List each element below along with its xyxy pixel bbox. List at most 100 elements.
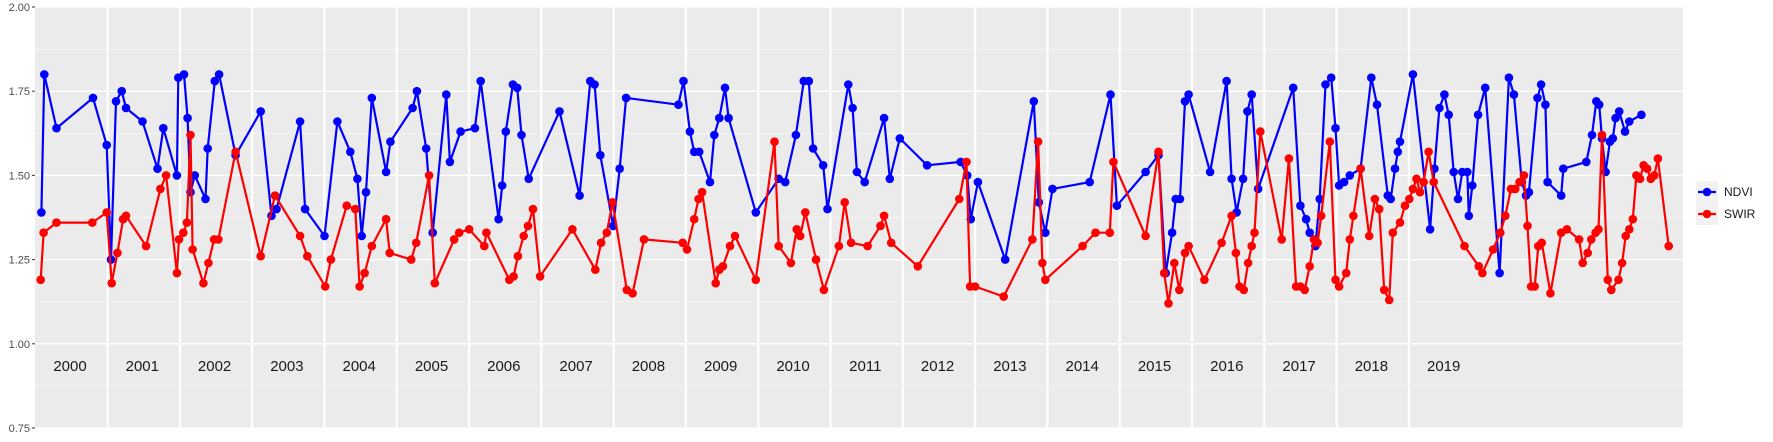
swir-point <box>182 218 192 227</box>
ndvi-point <box>1106 90 1115 99</box>
ndvi-point <box>1468 181 1477 190</box>
ndvi-point <box>412 86 422 96</box>
year-label: 2010 <box>776 358 809 375</box>
year-label: 2012 <box>921 358 954 375</box>
ndvi-point <box>804 76 814 86</box>
swir-point <box>819 285 829 295</box>
swir-point <box>342 201 352 210</box>
ndvi-point <box>1395 137 1405 146</box>
ndvi-point <box>1582 157 1591 167</box>
ndvi-point <box>442 90 451 99</box>
ndvi-point <box>1222 76 1231 86</box>
swir-point <box>385 248 395 258</box>
ndvi-point <box>179 70 189 79</box>
ndvi-point <box>1463 167 1472 177</box>
swir-point <box>482 228 491 237</box>
ndvi-point <box>1180 97 1190 106</box>
ndvi-point <box>885 174 895 184</box>
ndvi-point <box>37 208 46 217</box>
ndvi-point <box>1594 100 1604 109</box>
swir-point <box>1247 241 1256 251</box>
swir-point <box>1305 262 1314 271</box>
swir-point <box>1511 184 1520 194</box>
ndvi-point <box>818 161 828 170</box>
swir-point <box>1033 137 1043 146</box>
ndvi-point <box>1504 73 1514 82</box>
ndvi-point <box>1435 103 1444 113</box>
swir-point <box>141 241 151 251</box>
ndvi-point <box>879 113 889 123</box>
swir-point <box>1405 194 1414 204</box>
swir-point <box>846 238 856 248</box>
ndvi-point <box>421 144 431 153</box>
ndvi-point <box>381 167 391 177</box>
year-label: 2004 <box>343 358 376 375</box>
ndvi-point <box>1524 187 1534 197</box>
year-label: 2018 <box>1355 358 1388 375</box>
swir-point <box>730 231 740 241</box>
ndvi-point <box>1611 113 1620 123</box>
ndvi-point <box>710 130 719 140</box>
ndvi-point <box>1408 70 1418 79</box>
y-tick-label: 1.00 <box>9 339 30 351</box>
ndvi-point <box>852 167 862 177</box>
swir-point <box>1379 285 1389 295</box>
ndvi-point <box>1495 268 1504 278</box>
swir-point <box>1239 285 1249 295</box>
ndvi-point <box>1393 147 1403 157</box>
swir-point <box>697 187 707 197</box>
ndvi-point <box>715 113 724 123</box>
ndvi-point <box>791 130 801 140</box>
swir-point <box>326 255 336 264</box>
ndvi-point <box>1112 201 1122 210</box>
ndvi-point <box>1029 97 1039 106</box>
year-label: 2017 <box>1282 358 1315 375</box>
year-label: 2000 <box>53 358 86 375</box>
ndvi-point <box>1541 100 1550 109</box>
swir-point <box>186 130 195 140</box>
swir-point <box>1184 241 1193 251</box>
ndvi-point <box>320 231 329 241</box>
ndvi-point <box>497 181 507 190</box>
ndvi-point <box>201 194 210 204</box>
ndvi-point <box>153 164 162 173</box>
swir-point <box>999 292 1008 301</box>
ndvi-point <box>470 123 480 133</box>
swir-point <box>801 208 810 217</box>
y-tick-label: 1.75 <box>9 86 30 98</box>
y-tick-label: 0.75 <box>9 423 30 435</box>
swir-point <box>1231 248 1241 258</box>
swir-point <box>107 278 116 288</box>
swir-point <box>1424 147 1433 157</box>
ndvi-point <box>1440 90 1449 99</box>
swir-point <box>1175 285 1184 295</box>
ndvi-point <box>121 103 131 113</box>
year-label: 2001 <box>126 358 159 375</box>
ndvi-point <box>1453 194 1463 204</box>
swir-point <box>886 238 896 248</box>
series-layer <box>36 70 1673 308</box>
ndvi-point <box>1326 73 1336 82</box>
ndvi-point <box>159 123 168 133</box>
swir-point <box>161 171 171 180</box>
swir-point <box>1243 258 1253 268</box>
swir-point <box>1412 174 1421 184</box>
swir-point <box>1408 184 1418 194</box>
ndvi-point <box>408 103 417 113</box>
swir-point <box>725 241 735 251</box>
swir-point <box>1356 164 1365 173</box>
swir-point <box>1635 174 1645 184</box>
swir-point <box>1313 238 1322 248</box>
swir-point <box>523 221 533 231</box>
swir-point <box>1105 228 1115 237</box>
legend-key-point <box>1702 209 1712 219</box>
swir-point <box>1650 171 1659 180</box>
ndvi-point <box>346 147 355 157</box>
swir-point <box>1256 127 1265 136</box>
swir-point <box>360 268 369 278</box>
swir-point <box>639 235 649 244</box>
ndvi-point <box>111 97 121 106</box>
ndvi-point <box>1041 228 1050 237</box>
swir-point <box>351 204 360 214</box>
